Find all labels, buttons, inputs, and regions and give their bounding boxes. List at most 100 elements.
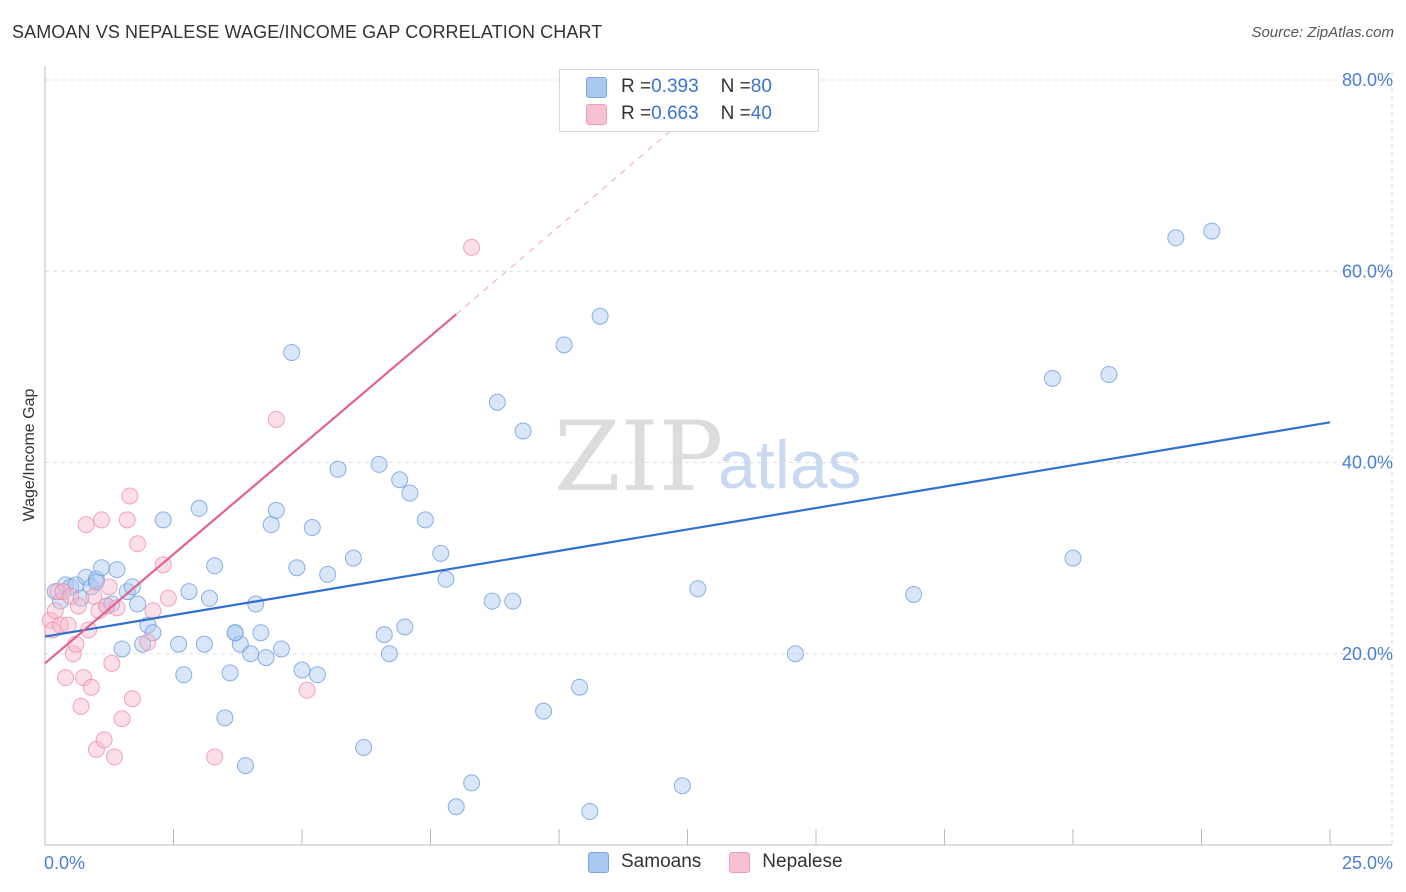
point-nepalese (139, 633, 157, 651)
point-samoans (483, 592, 501, 610)
point-samoans (370, 455, 388, 473)
point-samoans (1100, 366, 1118, 384)
x-tick-label: 0.0% (44, 853, 85, 873)
point-samoans (206, 557, 224, 575)
data-points (41, 222, 1221, 821)
point-nepalese (64, 645, 82, 663)
point-samoans (432, 544, 450, 562)
point-nepalese (49, 583, 67, 601)
chart-title: SAMOAN VS NEPALESE WAGE/INCOME GAP CORRE… (12, 22, 603, 42)
point-samoans (144, 624, 162, 642)
point-nepalese (121, 487, 139, 505)
point-nepalese (463, 238, 481, 256)
point-nepalese (69, 597, 87, 615)
source-label: Source: ZipAtlas.com (1251, 24, 1394, 41)
legend-r-value: 0.663 (651, 103, 699, 124)
point-nepalese (105, 748, 123, 766)
point-samoans (303, 519, 321, 537)
y-tick-label: 40.0% (1342, 453, 1393, 473)
point-samoans (689, 580, 707, 598)
point-samoans (581, 803, 599, 821)
point-nepalese (98, 597, 116, 615)
legend-n-value: 80 (750, 76, 772, 97)
point-nepalese (57, 669, 75, 687)
legend-n-label: N = (720, 76, 751, 97)
point-samoans (190, 499, 208, 517)
point-samoans (329, 460, 347, 478)
legend-label-samoans: Samoans (621, 851, 702, 872)
point-nepalese (72, 697, 90, 715)
point-nepalese (46, 602, 64, 620)
point-nepalese (298, 681, 316, 699)
trend-line-nepalese (44, 313, 457, 665)
point-samoans (1043, 369, 1061, 387)
point-samoans (391, 471, 409, 489)
watermark-zip: ZIP (554, 401, 723, 513)
point-samoans (87, 573, 105, 591)
point-samoans (905, 585, 923, 603)
point-nepalese (144, 602, 162, 620)
point-samoans (571, 678, 589, 696)
point-samoans (283, 344, 301, 362)
watermark: ZIP atlas (554, 401, 862, 513)
point-nepalese (113, 710, 131, 728)
point-nepalese (41, 611, 59, 629)
legend-n-label: N = (720, 103, 751, 124)
point-samoans (786, 645, 804, 663)
point-samoans (344, 549, 362, 567)
point-samoans (1064, 549, 1082, 567)
swatch-samoans (588, 851, 609, 873)
point-nepalese (77, 516, 95, 534)
point-samoans (401, 484, 419, 502)
point-samoans (308, 666, 326, 684)
point-samoans (113, 640, 131, 658)
trend-line-samoans (44, 421, 1331, 638)
legend-r-label: R = (621, 103, 652, 124)
point-samoans (200, 589, 218, 607)
grid (45, 72, 1393, 845)
point-samoans (288, 559, 306, 577)
point-nepalese (206, 748, 224, 766)
series-samoans (46, 222, 1221, 821)
point-samoans (257, 649, 275, 667)
point-samoans (129, 595, 147, 613)
point-samoans (535, 702, 553, 720)
point-samoans (447, 798, 465, 816)
x-tick-label: 25.0% (1342, 853, 1393, 873)
series-nepalese (41, 238, 481, 766)
tick-labels: 20.0% 40.0% 60.0% 80.0% 0.0% 25.0% (44, 70, 1393, 873)
legend-row-nepalese: R = 0.663 N = 40 (586, 102, 772, 126)
point-samoans (319, 565, 337, 583)
point-samoans (226, 624, 244, 642)
point-samoans (463, 774, 481, 792)
trend-lines (44, 93, 1331, 665)
point-samoans (380, 645, 398, 663)
point-nepalese (82, 678, 100, 696)
legend-r-value: 0.393 (651, 76, 699, 97)
swatch-nepalese (729, 851, 751, 873)
point-nepalese (267, 410, 285, 428)
point-nepalese (159, 589, 177, 607)
point-samoans (396, 618, 414, 636)
y-tick-label: 60.0% (1342, 261, 1393, 281)
point-samoans (1167, 229, 1185, 247)
series-legend: Samoans Nepalese (588, 851, 871, 873)
watermark-atlas: atlas (718, 427, 862, 503)
point-samoans (514, 422, 532, 440)
point-samoans (236, 757, 254, 775)
point-samoans (272, 640, 290, 658)
legend-swatch-samoans (586, 76, 607, 98)
point-samoans (488, 393, 506, 411)
legend-item-samoans: Samoans (588, 851, 701, 873)
point-samoans (51, 592, 69, 610)
point-nepalese (67, 635, 85, 653)
point-samoans (673, 777, 691, 795)
point-samoans (195, 635, 213, 653)
point-samoans (180, 583, 198, 601)
correlation-legend: R = 0.393 N = 80 R = 0.663 N = 40 (559, 69, 819, 132)
point-samoans (262, 516, 280, 534)
point-samoans (154, 511, 172, 529)
point-nepalese (103, 654, 121, 672)
point-samoans (416, 511, 434, 529)
